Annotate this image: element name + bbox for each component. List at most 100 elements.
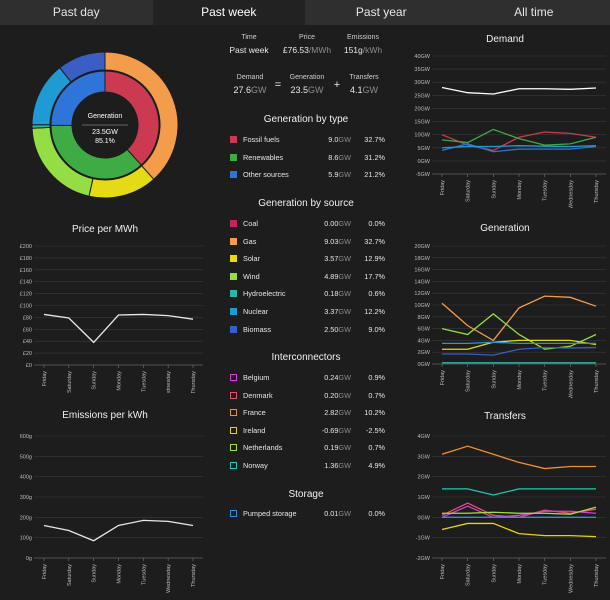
legend-swatch [230,255,237,263]
row-value: 9.0GW [328,135,351,144]
series-line-0 [43,313,194,344]
row-value: 4.89GW [324,271,351,281]
generation-summary: 23.5GW [283,85,331,95]
y-tick-label: 400g [20,475,32,481]
emissions-value: 151g [343,45,363,55]
x-tick-label: Wednesday [568,180,574,208]
demand-label: Demand [236,74,264,81]
x-tick-label: Saturday [466,370,472,392]
x-tick-label: Thursday [594,564,600,587]
x-tick-label: Monday [517,370,523,390]
generation-donut: Generation 23.5GW 85.1% [31,51,179,199]
emissions-chart-title: Emissions per kWh [62,410,148,421]
tab-past-year[interactable]: Past year [355,5,407,19]
y-tick-label: 5GW [417,146,430,152]
interconnectors-row: Belgium 0.24GW 0.9% [230,373,385,385]
y-tick-label: £200 [20,244,32,250]
row-label: Belgium [243,373,270,382]
series-line-2 [441,522,597,538]
x-tick-label: Friday [42,564,48,580]
price-chart: £0 £20 £40 £60 £80 £100 £120 £140 £160 £180 £200 Fr… [20,244,203,393]
row-value: 0.24GW [324,373,351,382]
row-percent: -2.5% [365,425,385,435]
x-tick-label: Sunday [491,180,497,199]
x-tick-label: Tuesday [543,180,549,201]
time-value: Past week [229,45,269,55]
gen_by_type-row: Other sources 5.9GW 21.2% [230,170,385,182]
row-percent: 12.9% [364,254,385,264]
donut-label: Generation [88,113,123,120]
equals-sign: = [274,79,282,91]
y-tick-label: 0GW [417,159,430,165]
row-label: Fossil fuels [243,135,280,144]
x-tick-label: Sunday [491,564,497,583]
x-tick-label: Saturday [67,371,73,393]
demand-chart: -5GW 0GW 5GW 10GW 15GW 20GW 25GW 30GW 35GW 40GW Fr… [414,54,606,208]
tab-past-week[interactable]: Past week [152,0,305,25]
legend-swatch [230,409,237,417]
x-tick-label: Thursday [191,371,197,393]
storage-title: Storage [288,489,324,500]
gen_by_type-row: Renewables 8.6GW 31.2% [230,153,385,165]
y-tick-label: 8GW [417,315,430,321]
y-tick-label: -2GW [416,556,431,562]
row-value: 1.36GW [324,461,351,470]
x-tick-label: Monday [117,564,123,584]
series-line-0 [441,445,596,470]
gen_by_source-row: Wind 4.89GW 17.7% [230,272,385,284]
gen-by-source-title: Generation by source [258,198,354,209]
interconnectors-row: Ireland -0.69GW -2.5% [230,426,385,438]
y-tick-label: 4GW [417,434,430,440]
row-percent: 21.2% [364,170,385,180]
legend-swatch [230,374,237,381]
row-label: Coal [243,219,259,228]
x-tick-label: Saturday [67,564,73,586]
row-label: Biomass [243,324,271,334]
y-tick-label: 200g [20,515,32,521]
legend-swatch [230,426,237,434]
row-value: 3.57GW [324,254,351,264]
gen-by-type-title: Generation by type [263,114,349,125]
y-tick-label: 40GW [414,54,430,60]
series-line-5 [442,506,597,515]
row-label: France [243,408,266,418]
row-percent: 0.0% [368,219,385,228]
gen_by_type-row: Fossil fuels 9.0GW 32.7% [230,135,385,147]
row-percent: 17.7% [364,271,385,281]
series-line-4 [441,505,597,518]
x-tick-label: Thursday [594,180,600,203]
gen_by_source-row: Hydroelectric 0.18GW 0.6% [230,289,385,301]
row-label: Other sources [243,170,289,180]
row-value: 0.19GW [324,443,351,453]
gen_by_source-row: Coal 0.00GW 0.0% [230,219,385,231]
x-tick-label: Wednesday [568,370,574,398]
row-label: Hydroelectric [243,289,286,299]
legend-swatch [230,171,237,179]
x-tick-label: Tuesday [141,564,147,585]
y-tick-label: 4GW [417,338,430,344]
donut-outer-slice-biomass [59,51,106,83]
row-value: -0.69GW [321,425,351,435]
y-tick-label: 1GW [417,495,430,501]
x-tick-label: Tuesday [141,371,147,392]
plus-sign: + [333,79,341,91]
x-tick-label: Saturday [466,564,472,586]
row-percent: 10.2% [364,408,385,418]
row-value: 2.82GW [324,408,351,418]
transfers-chart: -2GW -1GW 0GW 1GW 2GW 3GW 4GW Friday Saturday Sun… [416,434,606,593]
series-line-4 [441,145,597,149]
row-value: 9.03GW [324,236,351,246]
row-label: Nuclear [243,307,269,316]
y-tick-label: 20GW [414,244,430,250]
y-tick-label: £180 [20,256,32,262]
interconnectors-row: France 2.82GW 10.2% [230,408,385,420]
donut-inner-slice-other-sources [50,70,106,126]
legend-swatch [230,325,237,333]
transfers-label: Transfers [349,74,379,81]
series-line-0 [441,86,597,95]
y-tick-label: £100 [20,304,32,310]
tab-all-time[interactable]: All time [514,5,554,19]
tab-past-day[interactable]: Past day [52,5,100,19]
y-tick-label: 25GW [414,93,430,99]
y-tick-label: 10GW [414,303,430,309]
